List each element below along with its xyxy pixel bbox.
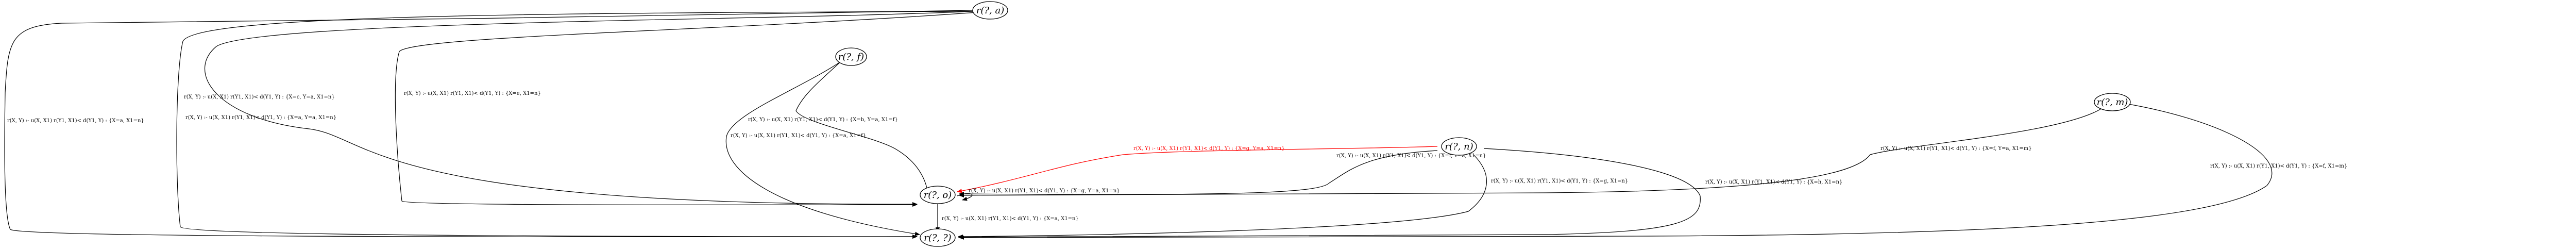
node-r-n-shape (1441, 137, 1477, 156)
node-r-o-shape (920, 186, 956, 204)
edge-group (4, 10, 2273, 240)
edge-label-a-to-o-2: r(X, Y) :- u(X, X1) r(Y1, X1)< d(Y1, Y) … (404, 91, 541, 96)
edge-label-n-to-unknown-1: r(X, Y) :- u(X, X1) r(Y1, X1)< d(Y1, Y) … (1491, 178, 1628, 184)
edge-labels: r(X, Y) :- u(X, X1) r(Y1, X1)< d(Y1, Y) … (7, 91, 2347, 222)
node-r-f[interactable]: r(?, f) (835, 47, 867, 66)
edge-label-n-to-o-red: r(X, Y) :- u(X, X1) r(Y1, X1)< d(Y1, Y) … (1133, 146, 1285, 152)
edge-m-to-unknown (959, 103, 2273, 240)
edge-f-to-o (795, 57, 930, 197)
edge-label-f-to-unknown: r(X, Y) :- u(X, X1) r(Y1, X1)< d(Y1, Y) … (731, 133, 866, 139)
node-r-m-label: r(?, m) (2097, 97, 2128, 108)
edge-label-m-to-o: r(X, Y) :- u(X, X1) r(Y1, X1)< d(Y1, Y) … (1880, 146, 2032, 152)
node-r-o[interactable]: r(?, o) (920, 186, 956, 204)
edge-a-to-unknown-mid (176, 11, 974, 239)
node-r-f-shape (835, 47, 867, 66)
edge-label-n-to-unknown-2: r(X, Y) :- u(X, X1) r(Y1, X1)< d(Y1, Y) … (1705, 179, 1842, 185)
edge-label-a-to-unknown-left: r(X, Y) :- u(X, X1) r(Y1, X1)< d(Y1, Y) … (7, 118, 144, 124)
edge-label-a-to-o-1: r(X, Y) :- u(X, X1) r(Y1, X1)< d(Y1, Y) … (184, 94, 335, 100)
edge-m-to-o (959, 108, 2103, 197)
edge-a-to-o-1 (204, 11, 973, 207)
edge-label-m-to-unknown: r(X, Y) :- u(X, X1) r(Y1, X1)< d(Y1, Y) … (2210, 163, 2347, 169)
node-r-m[interactable]: r(?, m) (2094, 93, 2131, 111)
edge-label-o-self: r(X, Y) :- u(X, X1) r(Y1, X1)< d(Y1, Y) … (969, 188, 1120, 194)
node-r-o-label: r(?, o) (924, 190, 952, 201)
node-r-a-shape (972, 1, 1008, 20)
node-r-unknown-label: r(?, ?) (924, 233, 951, 243)
edge-n-to-unknown-1 (958, 154, 1487, 239)
edge-n-to-o-red (957, 146, 1438, 193)
node-r-a-label: r(?, a) (976, 5, 1004, 16)
edge-label-n-to-o: r(X, Y) :- u(X, X1) r(Y1, X1)< d(Y1, Y) … (1336, 153, 1486, 159)
edge-label-a-to-unknown-mid: r(X, Y) :- u(X, X1) r(Y1, X1)< d(Y1, Y) … (185, 115, 336, 121)
edge-f-to-unknown (725, 58, 920, 236)
node-r-a[interactable]: r(?, a) (972, 1, 1008, 20)
edge-o-self (957, 193, 973, 201)
edge-label-o-to-unknown: r(X, Y) :- u(X, X1) r(Y1, X1)< d(Y1, Y) … (942, 216, 1079, 222)
edge-a-to-o-2 (395, 12, 977, 207)
node-r-m-shape (2094, 93, 2131, 111)
node-r-f-label: r(?, f) (838, 52, 864, 62)
edge-label-f-to-o: r(X, Y) :- u(X, X1) r(Y1, X1)< d(Y1, Y) … (748, 117, 898, 123)
node-r-unknown[interactable]: r(?, ?) (920, 228, 956, 247)
edge-a-to-unknown-left (4, 10, 973, 239)
node-r-n[interactable]: r(?, n) (1441, 137, 1477, 156)
node-r-n-label: r(?, n) (1445, 141, 1473, 152)
node-r-unknown-shape (920, 228, 956, 247)
